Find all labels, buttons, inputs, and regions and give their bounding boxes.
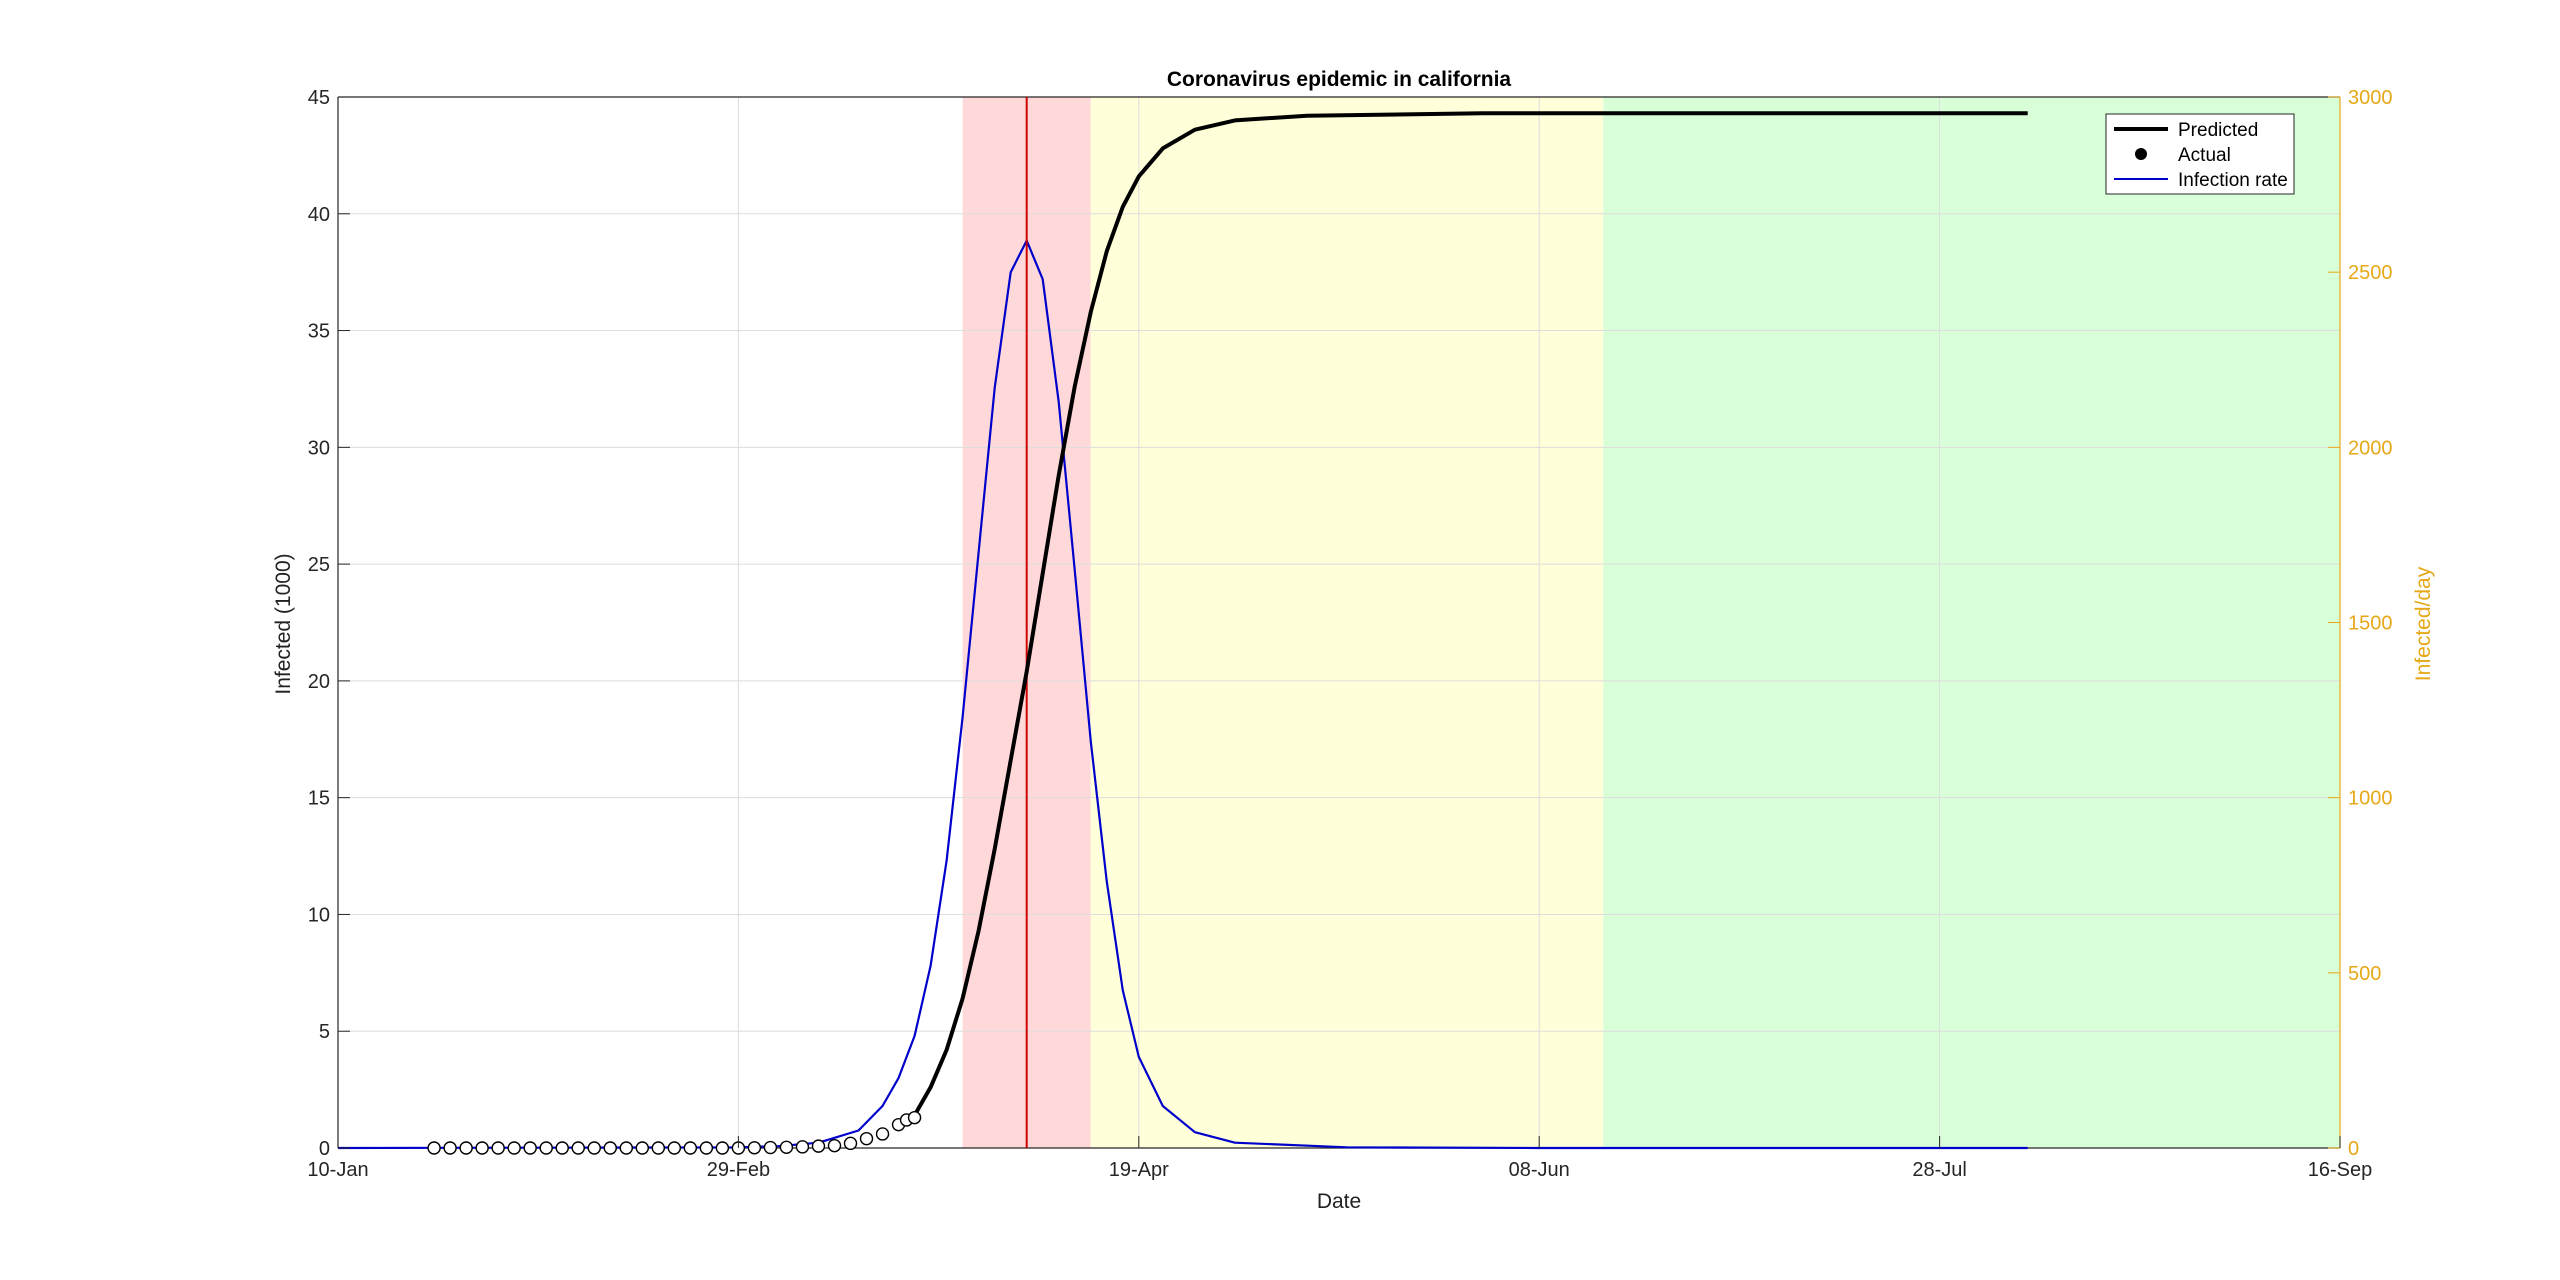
y2-tick-label: 2000 bbox=[2348, 437, 2393, 459]
y-tick-label: 35 bbox=[308, 321, 330, 343]
y-tick-label: 10 bbox=[308, 904, 330, 926]
legend-label: Predicted bbox=[2178, 120, 2258, 141]
actual-point bbox=[603, 1141, 617, 1155]
actual-point bbox=[539, 1141, 553, 1155]
actual-point bbox=[763, 1140, 778, 1155]
y-tick-label: 25 bbox=[308, 554, 330, 576]
legend: Predicted Actual Infection rate bbox=[2105, 113, 2295, 195]
predicted-line bbox=[912, 111, 2028, 1117]
actual-point bbox=[827, 1138, 842, 1153]
actual-point bbox=[443, 1141, 457, 1155]
x-tick-label: 19-Apr bbox=[1109, 1159, 1169, 1181]
y2-axis-label: Infected/day bbox=[2412, 566, 2435, 681]
actual-point bbox=[811, 1139, 826, 1153]
y-tick-label: 15 bbox=[308, 788, 330, 810]
x-tick-label: 28-Jul bbox=[1912, 1159, 1966, 1181]
actual-point bbox=[683, 1141, 698, 1155]
actual-point bbox=[907, 1110, 922, 1125]
x-tick-label: 16-Sep bbox=[2308, 1159, 2373, 1181]
x-axis-label: Date bbox=[1317, 1190, 1361, 1213]
y-tick-label: 40 bbox=[308, 204, 330, 226]
infection-rate-line bbox=[337, 239, 2028, 1150]
actual-point bbox=[507, 1141, 521, 1155]
y2-tick-label: 1500 bbox=[2348, 613, 2393, 635]
y-axis-label: Infected (1000) bbox=[272, 553, 295, 694]
y-tick-label: 20 bbox=[308, 671, 330, 693]
x-tick-label: 29-Feb bbox=[707, 1159, 770, 1181]
actual-point bbox=[635, 1141, 650, 1155]
actual-point bbox=[555, 1141, 569, 1155]
y2-tick-label: 2500 bbox=[2348, 262, 2393, 284]
actual-point bbox=[667, 1141, 682, 1155]
y-tick-label: 45 bbox=[308, 87, 330, 109]
actual-point bbox=[587, 1141, 601, 1155]
actual-point bbox=[715, 1141, 730, 1155]
actual-point bbox=[475, 1141, 489, 1155]
legend-label: Actual bbox=[2178, 145, 2231, 166]
actual-point bbox=[523, 1141, 537, 1155]
actual-point bbox=[427, 1141, 441, 1155]
actual-point bbox=[491, 1141, 505, 1155]
y-tick-label: 0 bbox=[319, 1138, 330, 1160]
y2-tick-label: 0 bbox=[2348, 1138, 2359, 1160]
legend-swatch-actual bbox=[2135, 148, 2147, 160]
legend-label: Infection rate bbox=[2178, 170, 2288, 191]
phase-green bbox=[1603, 97, 2340, 1148]
y-tick-label: 5 bbox=[319, 1021, 330, 1043]
actual-point bbox=[619, 1141, 633, 1155]
chart-title: Coronavirus epidemic in california bbox=[1167, 68, 1512, 91]
actual-point bbox=[747, 1141, 762, 1155]
y2-tick-label: 3000 bbox=[2348, 87, 2393, 109]
actual-point bbox=[843, 1136, 858, 1151]
y-tick-label: 30 bbox=[308, 437, 330, 459]
actual-point bbox=[459, 1141, 473, 1155]
x-tick-label: 10-Jan bbox=[307, 1159, 368, 1181]
actual-point bbox=[699, 1141, 714, 1155]
y2-tick-label: 1000 bbox=[2348, 788, 2393, 810]
actual-point bbox=[859, 1131, 874, 1146]
x-tick-label: 08-Jun bbox=[1509, 1159, 1570, 1181]
actual-point bbox=[571, 1141, 585, 1155]
actual-point bbox=[795, 1140, 810, 1154]
actual-point bbox=[651, 1141, 666, 1155]
actual-point bbox=[875, 1127, 890, 1141]
y2-tick-label: 500 bbox=[2348, 963, 2381, 985]
actual-point bbox=[779, 1140, 794, 1154]
phase-yellow bbox=[1090, 97, 1604, 1148]
